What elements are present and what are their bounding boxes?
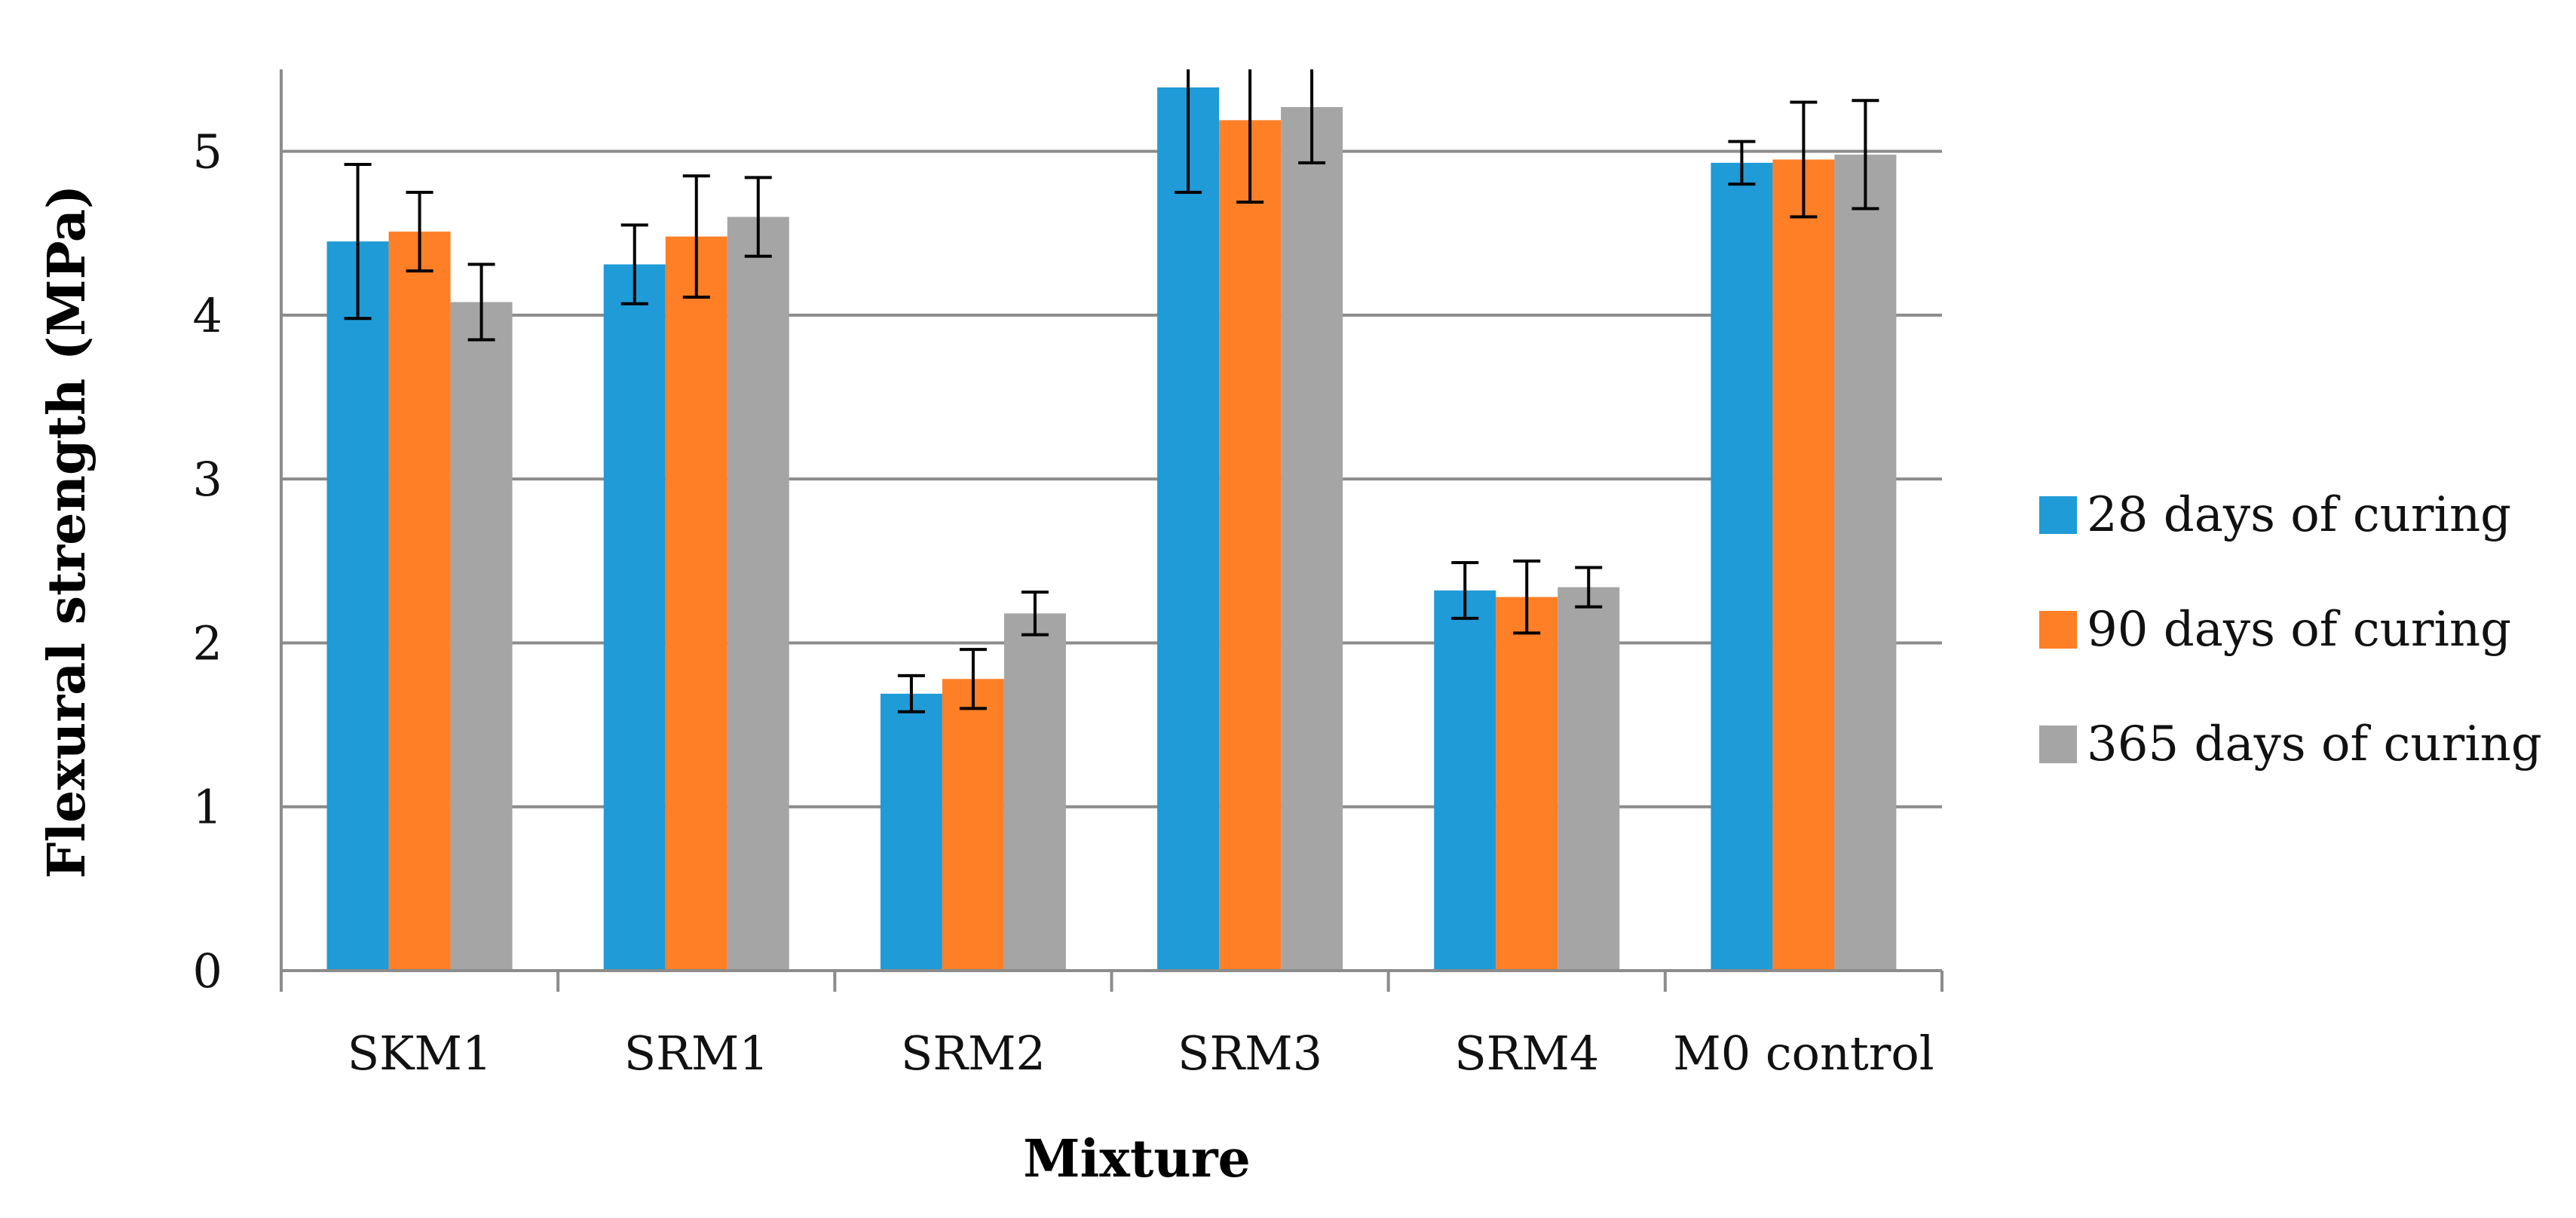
y-tick-label-1: 1 — [193, 780, 222, 835]
error-bar-srm4-series-0 — [1451, 560, 1479, 620]
error-bar-srm4-series-2 — [1575, 566, 1603, 609]
legend-item-series-0: 28 days of curing — [2039, 487, 2511, 543]
x-tick-label-srm2: SRM2 — [901, 1026, 1046, 1081]
error-bar-skm1-series-1 — [406, 190, 433, 273]
tick-labels: 0 1 2 3 4 5 SKM1 SRM1 SRM2 SRM3 SRM4 M0 control — [193, 124, 1934, 1081]
error-bar-m0-control-series-0 — [1728, 140, 1756, 186]
x-axis-title: Mixture — [1023, 1129, 1251, 1189]
bar-srm4-series-1 — [1496, 597, 1558, 971]
legend-label: 90 days of curing — [2087, 602, 2511, 658]
error-bar-m0-control-series-2 — [1852, 99, 1879, 210]
y-tick-label-0: 0 — [193, 943, 222, 999]
bar-srm4-series-0 — [1434, 590, 1496, 971]
legend-swatch — [2039, 726, 2077, 763]
gridlines — [281, 149, 1942, 808]
error-bar-skm1-series-0 — [344, 163, 372, 321]
bar-skm1-series-2 — [450, 302, 513, 971]
error-bar-srm2-series-0 — [897, 673, 925, 713]
y-axis-title: Flexural strength (MPa) — [37, 185, 97, 879]
error-bars — [344, 69, 1879, 713]
y-tick-label-5: 5 — [193, 124, 222, 179]
bars — [326, 87, 1897, 971]
legend-item-series-2: 365 days of curing — [2039, 716, 2542, 772]
bar-srm2-series-0 — [880, 693, 942, 971]
error-bar-m0-control-series-1 — [1790, 100, 1818, 219]
bar-srm1-series-2 — [727, 216, 789, 971]
error-bar-srm1-series-2 — [744, 176, 772, 258]
error-bar-srm2-series-2 — [1021, 591, 1049, 637]
bar-m0-control-series-2 — [1834, 154, 1897, 971]
x-tick-label-skm1: SKM1 — [348, 1026, 492, 1081]
bar-srm2-series-1 — [942, 679, 1004, 971]
error-bar-srm4-series-1 — [1513, 559, 1541, 635]
x-tick-label-srm4: SRM4 — [1454, 1026, 1599, 1081]
x-tick-label-srm3: SRM3 — [1178, 1026, 1322, 1081]
bar-m0-control-series-0 — [1711, 162, 1773, 971]
y-tick-label-2: 2 — [193, 615, 222, 670]
axes — [280, 69, 1943, 992]
legend-label: 365 days of curing — [2087, 716, 2542, 772]
bar-srm2-series-2 — [1003, 613, 1066, 971]
bar-srm3-series-1 — [1219, 120, 1282, 971]
legend-swatch — [2039, 611, 2077, 649]
x-tick-label-m0-control: M0 control — [1673, 1026, 1934, 1081]
legend-item-series-1: 90 days of curing — [2039, 602, 2511, 658]
bar-m0-control-series-1 — [1772, 159, 1835, 971]
y-tick-label-4: 4 — [193, 288, 222, 343]
error-bar-srm3-series-2 — [1298, 69, 1326, 164]
x-tick-label-srm1: SRM1 — [624, 1026, 769, 1081]
legend-swatch — [2039, 496, 2077, 534]
error-bar-srm3-series-0 — [1175, 69, 1202, 194]
error-bar-srm3-series-1 — [1236, 69, 1264, 204]
legend-label: 28 days of curing — [2087, 487, 2511, 543]
bar-srm3-series-0 — [1157, 87, 1220, 971]
bar-srm1-series-0 — [603, 264, 666, 971]
error-bar-srm1-series-0 — [620, 223, 648, 305]
y-tick-label-3: 3 — [193, 452, 222, 507]
error-bar-skm1-series-2 — [467, 262, 495, 342]
legend: 28 days of curing 90 days of curing 365 da… — [2039, 487, 2542, 772]
error-bar-srm2-series-1 — [959, 648, 987, 710]
bar-srm1-series-1 — [665, 236, 727, 971]
bar-skm1-series-1 — [388, 232, 451, 971]
error-bar-srm1-series-1 — [682, 174, 710, 299]
bar-srm3-series-2 — [1281, 106, 1343, 971]
bar-skm1-series-0 — [326, 241, 389, 971]
bar-srm4-series-2 — [1558, 587, 1620, 971]
